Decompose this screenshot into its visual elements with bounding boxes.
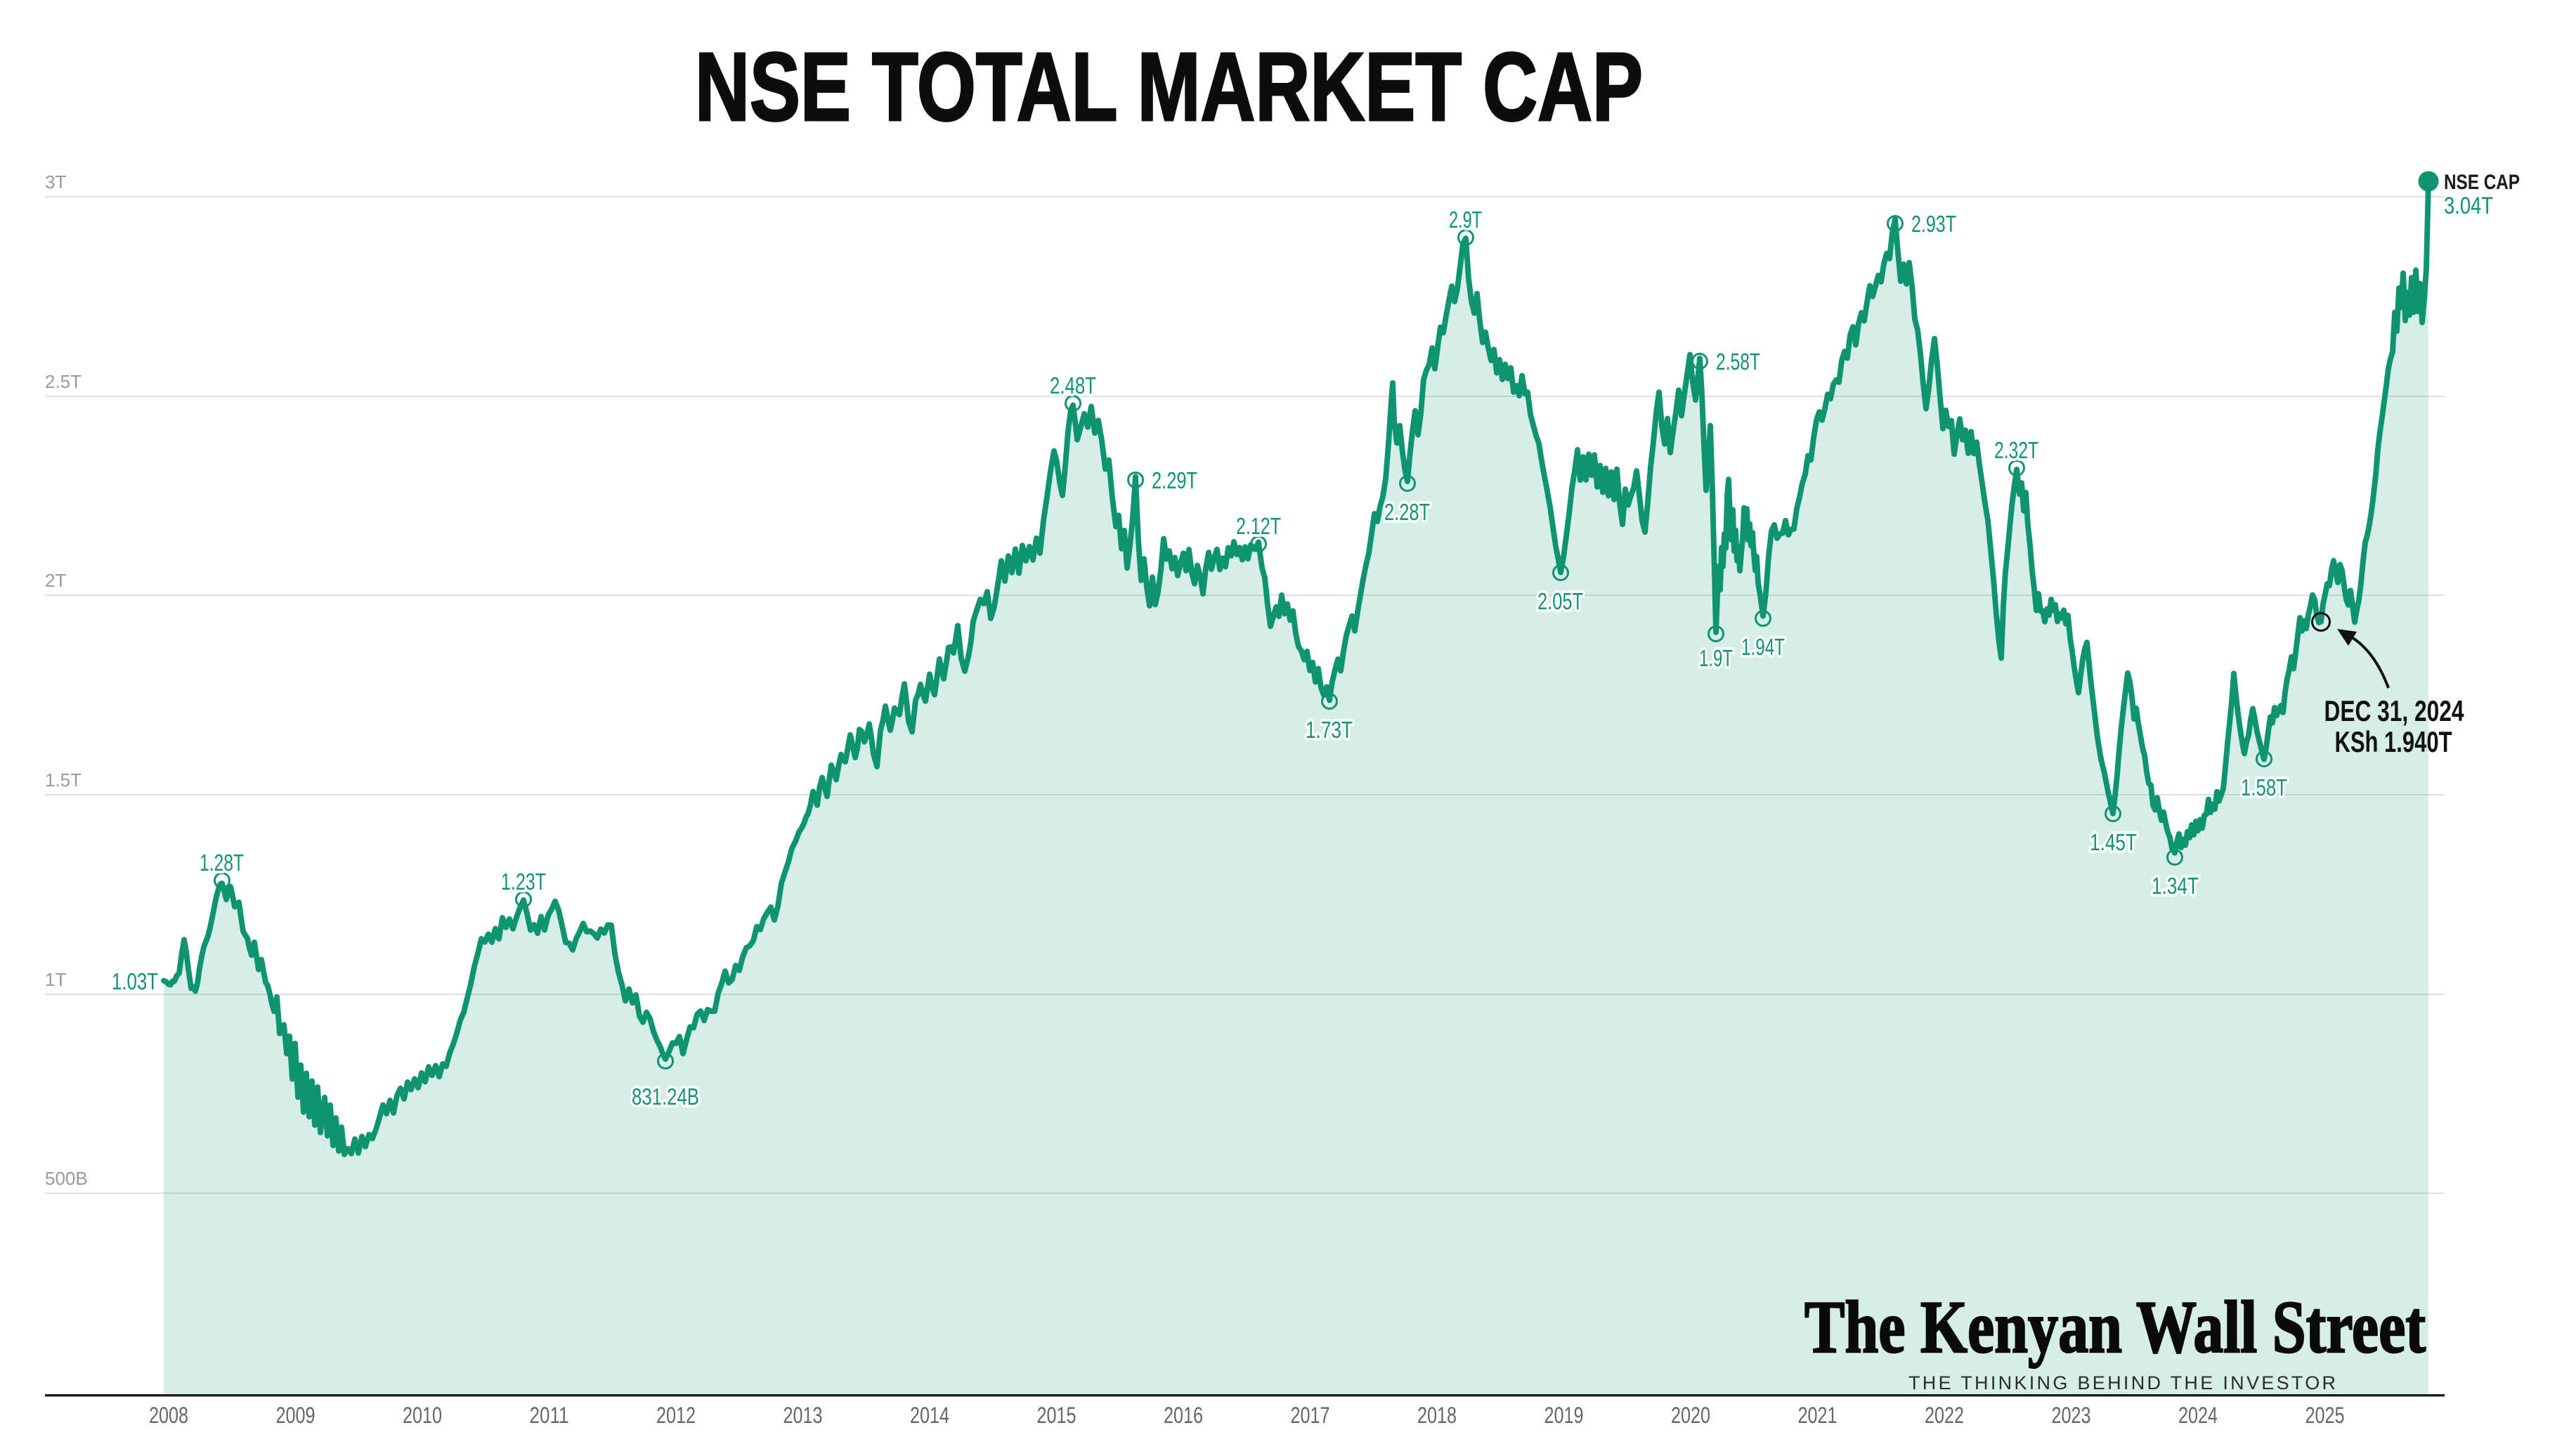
svg-text:2013: 2013 bbox=[783, 1403, 823, 1428]
svg-text:2.48T: 2.48T bbox=[1050, 372, 1096, 398]
svg-text:2022: 2022 bbox=[1925, 1403, 1964, 1428]
svg-text:2008: 2008 bbox=[149, 1403, 188, 1428]
svg-text:2.29T: 2.29T bbox=[1152, 467, 1197, 493]
svg-text:1T: 1T bbox=[45, 969, 66, 990]
svg-text:2011: 2011 bbox=[530, 1403, 569, 1428]
svg-text:2014: 2014 bbox=[910, 1403, 949, 1428]
svg-text:1.5T: 1.5T bbox=[45, 769, 82, 791]
svg-text:2025: 2025 bbox=[2305, 1403, 2345, 1428]
svg-text:2T: 2T bbox=[45, 570, 66, 591]
svg-text:DEC 31, 2024: DEC 31, 2024 bbox=[2324, 694, 2464, 727]
svg-text:831.24B: 831.24B bbox=[632, 1084, 699, 1110]
svg-text:1.45T: 1.45T bbox=[2090, 829, 2137, 855]
svg-text:2010: 2010 bbox=[403, 1403, 442, 1428]
svg-text:2016: 2016 bbox=[1164, 1403, 1203, 1428]
svg-text:1.28T: 1.28T bbox=[200, 850, 244, 876]
svg-text:2.32T: 2.32T bbox=[1994, 437, 2038, 463]
svg-text:3.04T: 3.04T bbox=[2444, 193, 2493, 219]
svg-text:1.73T: 1.73T bbox=[1306, 717, 1353, 743]
svg-text:500B: 500B bbox=[45, 1168, 88, 1189]
svg-text:2.9T: 2.9T bbox=[1449, 207, 1482, 233]
svg-text:2015: 2015 bbox=[1037, 1403, 1077, 1428]
svg-text:2.5T: 2.5T bbox=[45, 371, 82, 392]
svg-text:1.94T: 1.94T bbox=[1741, 634, 1785, 660]
svg-text:1.23T: 1.23T bbox=[501, 869, 546, 895]
svg-text:KSh 1.940T: KSh 1.940T bbox=[2335, 725, 2452, 758]
svg-text:2020: 2020 bbox=[1671, 1403, 1710, 1428]
svg-text:1.03T: 1.03T bbox=[112, 968, 158, 994]
svg-text:The Kenyan Wall Street: The Kenyan Wall Street bbox=[1804, 1286, 2426, 1368]
svg-text:2.58T: 2.58T bbox=[1716, 349, 1760, 375]
svg-text:2.12T: 2.12T bbox=[1236, 513, 1281, 539]
svg-text:2.93T: 2.93T bbox=[1911, 211, 1956, 237]
svg-text:2.28T: 2.28T bbox=[1384, 499, 1430, 525]
svg-text:2021: 2021 bbox=[1798, 1403, 1838, 1428]
svg-text:2024: 2024 bbox=[2178, 1403, 2218, 1428]
svg-text:2019: 2019 bbox=[1544, 1403, 1584, 1428]
svg-text:1.9T: 1.9T bbox=[1699, 645, 1733, 671]
svg-text:2017: 2017 bbox=[1291, 1403, 1330, 1428]
svg-text:2009: 2009 bbox=[276, 1403, 316, 1428]
svg-text:2023: 2023 bbox=[2052, 1403, 2091, 1428]
svg-text:NSE TOTAL MARKET CAP: NSE TOTAL MARKET CAP bbox=[695, 33, 1643, 141]
svg-text:3T: 3T bbox=[45, 171, 66, 193]
svg-text:1.34T: 1.34T bbox=[2152, 873, 2199, 899]
svg-text:2.05T: 2.05T bbox=[1537, 588, 1583, 614]
svg-text:2012: 2012 bbox=[656, 1403, 696, 1428]
svg-text:2018: 2018 bbox=[1417, 1403, 1457, 1428]
svg-text:1.58T: 1.58T bbox=[2241, 774, 2287, 800]
svg-text:NSE CAP: NSE CAP bbox=[2444, 171, 2520, 194]
